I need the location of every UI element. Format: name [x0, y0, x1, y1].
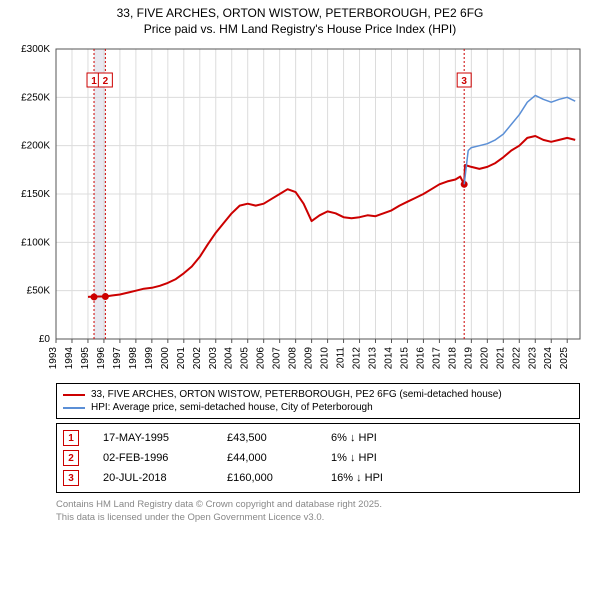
legend-row: HPI: Average price, semi-detached house,… [63, 401, 573, 414]
svg-text:£250K: £250K [21, 93, 50, 104]
svg-text:1: 1 [91, 76, 97, 87]
svg-text:2004: 2004 [224, 347, 235, 370]
legend-label: 33, FIVE ARCHES, ORTON WISTOW, PETERBORO… [91, 389, 502, 400]
svg-text:2019: 2019 [463, 347, 474, 370]
transaction-price: £44,000 [227, 452, 307, 464]
footer-line2: This data is licensed under the Open Gov… [56, 512, 580, 524]
svg-text:1997: 1997 [112, 347, 123, 370]
title-block: 33, FIVE ARCHES, ORTON WISTOW, PETERBORO… [0, 0, 600, 39]
svg-text:2025: 2025 [559, 347, 570, 370]
svg-text:2003: 2003 [208, 347, 219, 370]
transactions-box: 1 17-MAY-1995 £43,500 6% ↓ HPI 2 02-FEB-1996 £… [56, 423, 580, 493]
svg-text:£0: £0 [39, 334, 51, 345]
legend-row: 33, FIVE ARCHES, ORTON WISTOW, PETERBORO… [63, 388, 573, 401]
svg-text:2007: 2007 [272, 347, 283, 370]
svg-text:2023: 2023 [527, 347, 538, 370]
svg-text:1994: 1994 [64, 347, 75, 370]
transaction-date: 17-MAY-1995 [103, 432, 203, 444]
transaction-marker: 2 [63, 450, 79, 466]
svg-text:2024: 2024 [543, 347, 554, 370]
svg-text:£200K: £200K [21, 141, 50, 152]
title-line1: 33, FIVE ARCHES, ORTON WISTOW, PETERBORO… [0, 6, 600, 22]
svg-text:2: 2 [103, 76, 109, 87]
svg-text:2005: 2005 [240, 347, 251, 370]
svg-text:2006: 2006 [256, 347, 267, 370]
svg-text:2009: 2009 [304, 347, 315, 370]
svg-text:2008: 2008 [288, 347, 299, 370]
svg-text:£150K: £150K [21, 189, 50, 200]
svg-text:2001: 2001 [176, 347, 187, 370]
transaction-row: 3 20-JUL-2018 £160,000 16% ↓ HPI [63, 468, 573, 488]
transaction-price: £43,500 [227, 432, 307, 444]
svg-text:2017: 2017 [431, 347, 442, 370]
svg-text:2022: 2022 [511, 347, 522, 370]
svg-text:2020: 2020 [479, 347, 490, 370]
svg-text:1993: 1993 [48, 347, 59, 370]
svg-text:2012: 2012 [352, 347, 363, 370]
svg-text:2011: 2011 [336, 347, 347, 369]
transaction-marker: 3 [63, 470, 79, 486]
transaction-row: 1 17-MAY-1995 £43,500 6% ↓ HPI [63, 428, 573, 448]
svg-text:£50K: £50K [27, 286, 51, 297]
svg-text:2014: 2014 [383, 347, 394, 370]
transaction-date: 20-JUL-2018 [103, 472, 203, 484]
legend-swatch [63, 407, 85, 409]
svg-text:3: 3 [461, 76, 467, 87]
transaction-diff: 1% ↓ HPI [331, 452, 377, 464]
svg-text:2015: 2015 [399, 347, 410, 370]
svg-text:£300K: £300K [21, 44, 50, 55]
svg-text:1999: 1999 [144, 347, 155, 370]
transaction-diff: 16% ↓ HPI [331, 472, 383, 484]
legend-box: 33, FIVE ARCHES, ORTON WISTOW, PETERBORO… [56, 383, 580, 419]
chart-container: 33, FIVE ARCHES, ORTON WISTOW, PETERBORO… [0, 0, 600, 530]
svg-text:2010: 2010 [320, 347, 331, 370]
svg-text:£100K: £100K [21, 238, 50, 249]
footer-line1: Contains HM Land Registry data © Crown c… [56, 499, 580, 511]
transaction-date: 02-FEB-1996 [103, 452, 203, 464]
transaction-diff: 6% ↓ HPI [331, 432, 377, 444]
svg-text:1995: 1995 [80, 347, 91, 370]
legend-label: HPI: Average price, semi-detached house,… [91, 402, 373, 413]
line-chart: £0 £50K £100K £150K £200K £250K £300K 1993 1994 1… [0, 39, 600, 379]
transaction-price: £160,000 [227, 472, 307, 484]
svg-text:2018: 2018 [447, 347, 458, 370]
svg-text:2013: 2013 [368, 347, 379, 370]
transaction-marker: 1 [63, 430, 79, 446]
footer: Contains HM Land Registry data © Crown c… [56, 499, 580, 530]
svg-text:1998: 1998 [128, 347, 139, 370]
transaction-row: 2 02-FEB-1996 £44,000 1% ↓ HPI [63, 448, 573, 468]
legend-swatch [63, 394, 85, 396]
title-line2: Price paid vs. HM Land Registry's House … [0, 22, 600, 38]
svg-text:2016: 2016 [415, 347, 426, 370]
svg-text:2000: 2000 [160, 347, 171, 370]
svg-text:2002: 2002 [192, 347, 203, 370]
svg-text:1996: 1996 [96, 347, 107, 370]
svg-text:2021: 2021 [495, 347, 506, 370]
